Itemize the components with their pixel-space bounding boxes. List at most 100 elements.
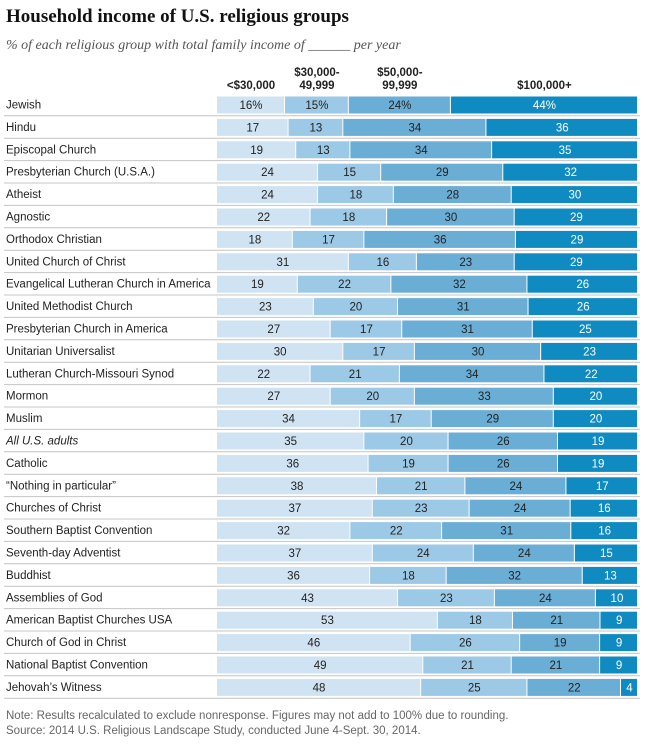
bar-segment	[512, 611, 600, 629]
bar-segment	[217, 432, 364, 450]
data-label: 35	[559, 145, 572, 157]
data-label: 24	[510, 481, 523, 493]
category-label: Episcopal Church	[6, 144, 96, 156]
data-label: 29	[486, 414, 499, 426]
data-label: 30	[274, 346, 287, 358]
bar-segment	[313, 298, 398, 316]
bar-segment	[217, 477, 376, 495]
data-label: 18	[248, 234, 261, 246]
data-label: 21	[550, 660, 563, 672]
category-label: Agnostic	[6, 212, 50, 224]
data-label: 24	[261, 190, 274, 202]
data-label: 22	[257, 369, 270, 381]
data-label: 27	[267, 391, 280, 403]
bar-segment	[515, 230, 637, 248]
data-label: 10	[611, 593, 624, 605]
bar-segment	[511, 186, 637, 204]
data-label: 18	[350, 190, 363, 202]
category-label: National Baptist Convention	[6, 660, 148, 672]
data-label: 29	[570, 212, 583, 224]
bar-segment	[398, 298, 528, 316]
data-label: 46	[307, 638, 320, 650]
data-label: 21	[349, 369, 362, 381]
bar-segment	[448, 432, 558, 450]
category-label: Unitarian Universalist	[6, 346, 115, 358]
data-label: 38	[291, 481, 304, 493]
bar-segment	[431, 410, 553, 428]
bar-segment	[600, 611, 637, 629]
bar-segment	[450, 96, 637, 114]
data-label: 30	[568, 190, 581, 202]
data-label: 49	[314, 660, 327, 672]
data-label: 31	[461, 324, 474, 336]
data-label: 22	[585, 369, 598, 381]
series-header-label: $50,000-	[377, 67, 423, 79]
series-header-label: $100,000+	[517, 80, 572, 92]
data-label: 26	[459, 638, 472, 650]
bar-segment	[553, 410, 637, 428]
bar-segment	[217, 387, 330, 405]
data-label: 24%	[388, 100, 411, 112]
chart-title: Household income of U.S. religious group…	[6, 6, 349, 27]
bar-segment	[285, 96, 348, 114]
category-label: Atheist	[6, 189, 42, 201]
data-label: 28	[446, 190, 459, 202]
bar-segment	[217, 410, 360, 428]
category-label: Evangelical Lutheran Church in America	[6, 279, 211, 291]
bar-segment	[494, 589, 595, 607]
data-label: 48	[313, 682, 326, 694]
data-label: 35	[284, 436, 297, 448]
data-label: 33	[478, 391, 491, 403]
bar-segment	[558, 454, 637, 472]
chart-subtitle: % of each religious group with total fam…	[6, 38, 401, 53]
bar-segment	[217, 230, 292, 248]
data-label: 23	[440, 593, 453, 605]
data-label: 43	[301, 593, 314, 605]
bar-segment	[217, 342, 343, 360]
data-label: 20	[400, 436, 413, 448]
data-label: 23	[415, 503, 428, 515]
data-label: 15	[600, 548, 613, 560]
data-label: 22	[338, 279, 351, 291]
data-label: 25	[579, 324, 592, 336]
bar-segment	[217, 522, 350, 540]
data-label: 19	[250, 145, 263, 157]
bar-segment	[511, 656, 600, 674]
bar-segment	[217, 141, 296, 159]
chart-notes: Note: Results recalculated to exclude no…	[6, 709, 508, 739]
data-label: 20	[366, 391, 379, 403]
bar-segment	[343, 118, 486, 136]
bar-segment	[217, 253, 348, 271]
bar-segment	[514, 253, 637, 271]
bar-segment	[387, 208, 514, 226]
bar-segment	[330, 387, 414, 405]
data-label: 21	[461, 660, 474, 672]
bar-segment	[217, 186, 318, 204]
data-label: 37	[288, 503, 301, 515]
data-label: 20	[350, 302, 363, 314]
category-label: United Methodist Church	[6, 301, 133, 313]
bar-segment	[448, 454, 558, 472]
bar-segment	[348, 96, 450, 114]
data-label: 27	[267, 324, 280, 336]
data-label: 17	[322, 234, 335, 246]
bar-segment	[296, 141, 350, 159]
data-label: 19	[592, 458, 605, 470]
category-label: Churches of Christ	[6, 503, 102, 515]
data-label: 26	[577, 302, 590, 314]
bar-segment	[416, 253, 514, 271]
bar-segment	[217, 208, 310, 226]
bar-segment	[297, 275, 391, 293]
bar-segment	[348, 253, 416, 271]
data-label: 15	[343, 167, 356, 179]
bar-segment	[360, 410, 431, 428]
data-label: 32	[453, 279, 466, 291]
bar-segment	[217, 634, 410, 652]
data-label: 36	[287, 570, 300, 582]
bar-segment	[217, 298, 313, 316]
data-label: 29	[436, 167, 449, 179]
bar-segment	[318, 186, 393, 204]
bar-segment	[370, 566, 446, 584]
bar-segment	[620, 678, 637, 696]
category-label: United Church of Christ	[6, 256, 126, 268]
